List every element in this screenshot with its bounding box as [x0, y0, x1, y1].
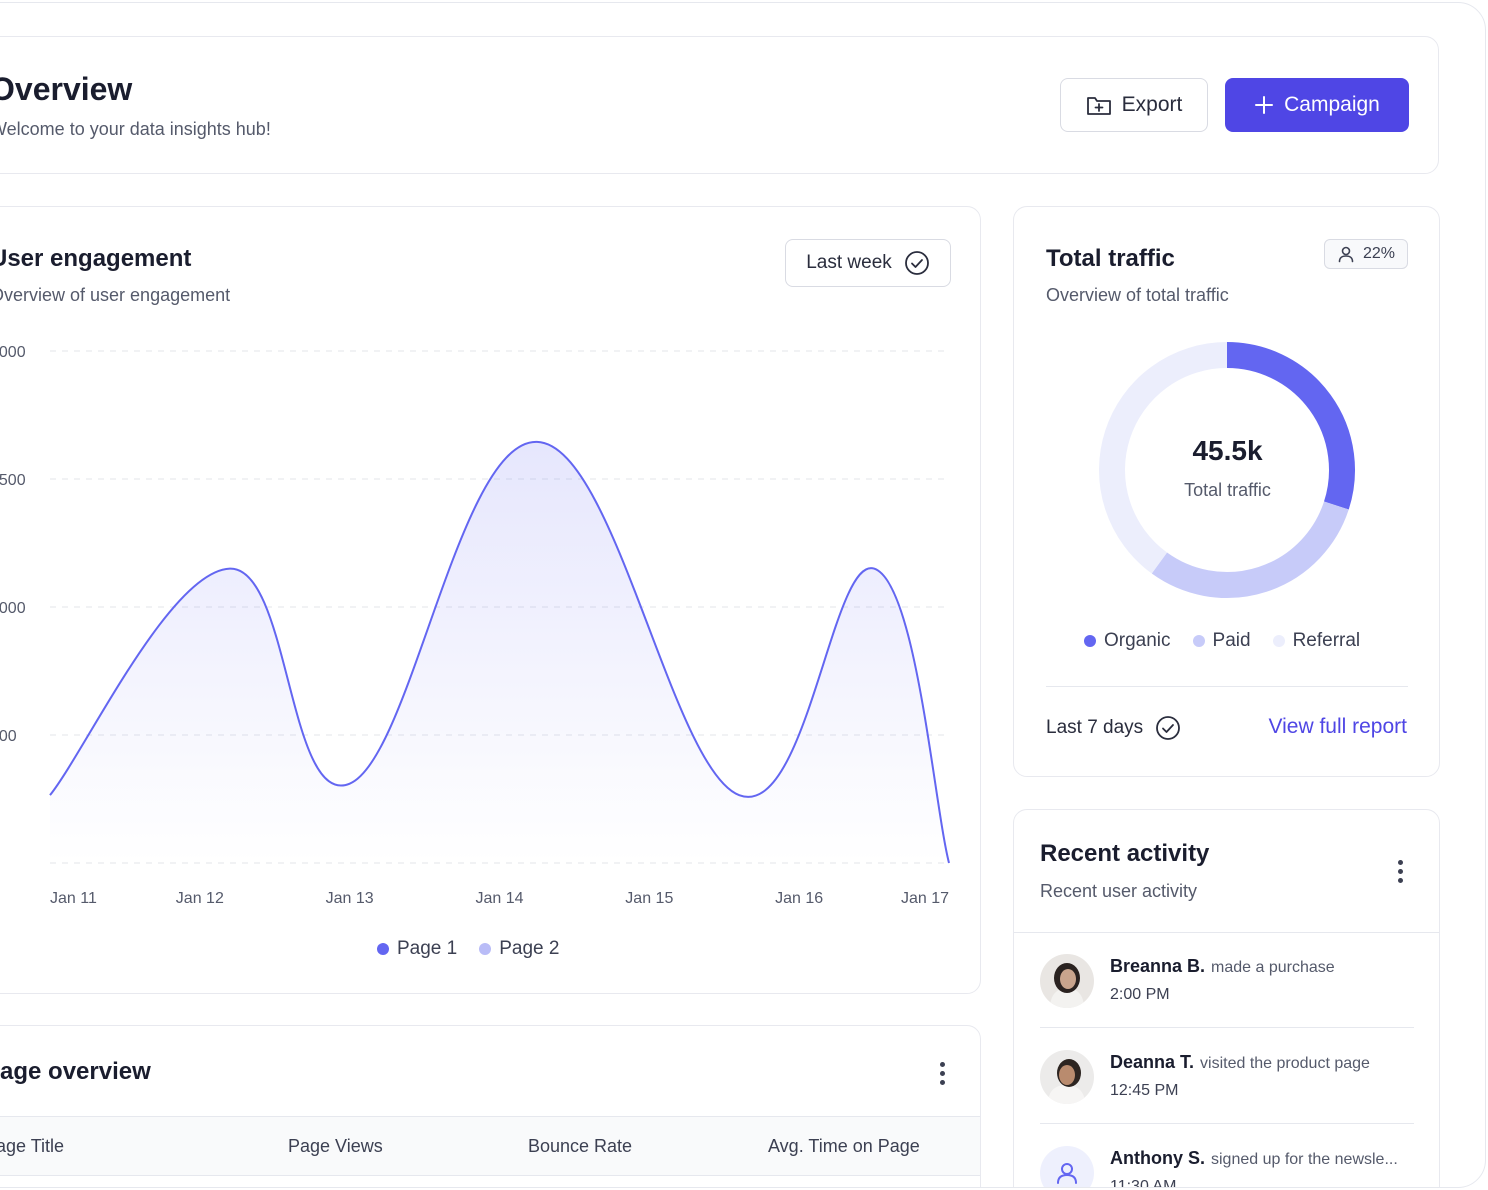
plus-icon [1255, 96, 1274, 114]
activity-action: made a purchase [1211, 959, 1335, 976]
legend-dot [377, 943, 389, 955]
legend-label: Paid [1212, 630, 1251, 651]
legend-dot [1192, 635, 1205, 647]
y-tick-label: 2000 [0, 344, 26, 361]
donut-slice-paid [1151, 501, 1349, 598]
activity-time: 2:00 PM [1110, 986, 1170, 1003]
export-button[interactable]: Export [1060, 78, 1208, 132]
legend-label: Page 1 [397, 938, 458, 959]
column-header[interactable]: Page Title [0, 1136, 65, 1156]
donut-slice-organic [1226, 342, 1355, 510]
table-header: Page Title Page Views Bounce Rate Avg. T… [0, 1116, 980, 1176]
activity-user-name: Anthony S. [1110, 1148, 1205, 1168]
activity-text: Anthony S. signed up for the newsle... [1110, 1148, 1398, 1169]
legend-item-referral: Referral [1272, 630, 1361, 652]
divider [1014, 932, 1439, 933]
legend-item-page-2: Page 2 [479, 938, 559, 960]
traffic-period-select[interactable]: Last 7 days [1046, 715, 1181, 741]
view-full-report-link[interactable]: View full report [1268, 715, 1407, 738]
period-select-label: Last week [806, 252, 892, 273]
activity-time: 12:45 PM [1110, 1082, 1179, 1099]
x-tick-label: Jan 14 [475, 890, 523, 907]
x-tick-label: Jan 15 [625, 890, 673, 907]
activity-item[interactable]: Anthony S. signed up for the newsle... 11… [1040, 1146, 1414, 1188]
folder-plus-icon [1086, 97, 1111, 115]
activity-text: Deanna T. visited the product page [1110, 1052, 1370, 1073]
legend-label: Page 2 [499, 938, 560, 959]
check-circle-icon [904, 251, 929, 275]
legend-dot [1084, 635, 1096, 647]
avatar [1040, 1050, 1094, 1104]
traffic-donut-chart [1099, 342, 1355, 598]
traffic-change-badge: 22% [1324, 239, 1408, 269]
activity-user-name: Breanna B. [1110, 956, 1206, 976]
donut-slice-referral [1099, 342, 1228, 574]
user-icon [1338, 246, 1354, 263]
activity-more-menu-icon[interactable] [1390, 856, 1410, 886]
series-line [49, 440, 950, 864]
recent-activity-card: Recent activity Recent user activity Bre… [1013, 809, 1440, 1188]
y-tick-label: 500 [0, 728, 17, 745]
donut-total-label: Total traffic [1184, 480, 1271, 500]
period-select[interactable]: Last week [785, 239, 951, 287]
page-overview-more-menu-icon[interactable] [932, 1058, 952, 1088]
activity-user-name: Deanna T. [1110, 1052, 1195, 1072]
divider [1040, 1027, 1414, 1028]
donut-total-value: 45.5k [1192, 435, 1263, 466]
legend-label: Referral [1292, 630, 1361, 651]
traffic-title: Total traffic [1046, 245, 1175, 272]
series-area [50, 441, 949, 863]
page-title: Overview [0, 71, 133, 107]
activity-title: Recent activity [1040, 840, 1210, 867]
activity-text: Breanna B. made a purchase [1110, 956, 1335, 977]
campaign-label: Campaign [1284, 93, 1380, 116]
engagement-title: User engagement [0, 245, 192, 272]
legend-item-organic: Organic [1084, 630, 1171, 652]
legend-item-page-1: Page 1 [377, 938, 457, 960]
add-campaign-button[interactable]: Campaign [1225, 78, 1409, 132]
badge-value: 22% [1362, 245, 1396, 262]
activity-action: visited the product page [1200, 1055, 1370, 1072]
page-overview-title: Page overview [0, 1058, 151, 1085]
x-tick-label: Jan 11 [50, 890, 97, 907]
traffic-period-label: Last 7 days [1046, 717, 1144, 738]
divider [1040, 1123, 1414, 1124]
total-traffic-card: Total traffic Overview of total traffic … [1013, 206, 1440, 777]
activity-time: 11:30 AM [1110, 1178, 1177, 1188]
legend-dot [479, 943, 492, 955]
user-engagement-card: User engagement Overview of user engagem… [0, 206, 981, 994]
page-overview-card: Page overview Page Title Page Views Boun… [0, 1025, 981, 1187]
column-header[interactable]: Page Views [288, 1136, 383, 1156]
avatar [1040, 954, 1094, 1008]
divider [1046, 686, 1408, 687]
activity-item[interactable]: Breanna B. made a purchase 2:00 PM [1040, 954, 1414, 1050]
activity-subtitle: Recent user activity [1040, 881, 1198, 901]
traffic-subtitle: Overview of total traffic [1046, 285, 1229, 305]
y-tick-label: 1000 [0, 600, 26, 617]
x-tick-label: Jan 16 [775, 890, 823, 907]
check-circle-icon [1156, 716, 1181, 740]
activity-item[interactable]: Deanna T. visited the product page 12:45 … [1040, 1050, 1414, 1146]
x-tick-label: Jan 13 [326, 890, 374, 907]
activity-action: signed up for the newsle... [1211, 1151, 1398, 1168]
export-label: Export [1121, 93, 1183, 116]
legend-item-paid: Paid [1192, 630, 1251, 652]
engagement-legend: Page 1 Page 2 [377, 938, 559, 960]
x-tick-label: Jan 17 [901, 890, 949, 907]
column-header[interactable]: Bounce Rate [528, 1136, 633, 1156]
page-subtitle: Welcome to your data insights hub! [0, 119, 271, 139]
legend-dot [1272, 635, 1285, 647]
y-tick-label: 1500 [0, 472, 26, 489]
legend-label: Organic [1104, 630, 1171, 651]
x-tick-label: Jan 12 [176, 890, 224, 907]
user-avatar-icon [1040, 1146, 1094, 1187]
column-header[interactable]: Avg. Time on Page [768, 1136, 920, 1156]
traffic-legend: Organic Paid Referral [1084, 630, 1360, 652]
overview-header: Overview Welcome to your data insights h… [0, 36, 1439, 174]
engagement-subtitle: Overview of user engagement [0, 285, 231, 305]
